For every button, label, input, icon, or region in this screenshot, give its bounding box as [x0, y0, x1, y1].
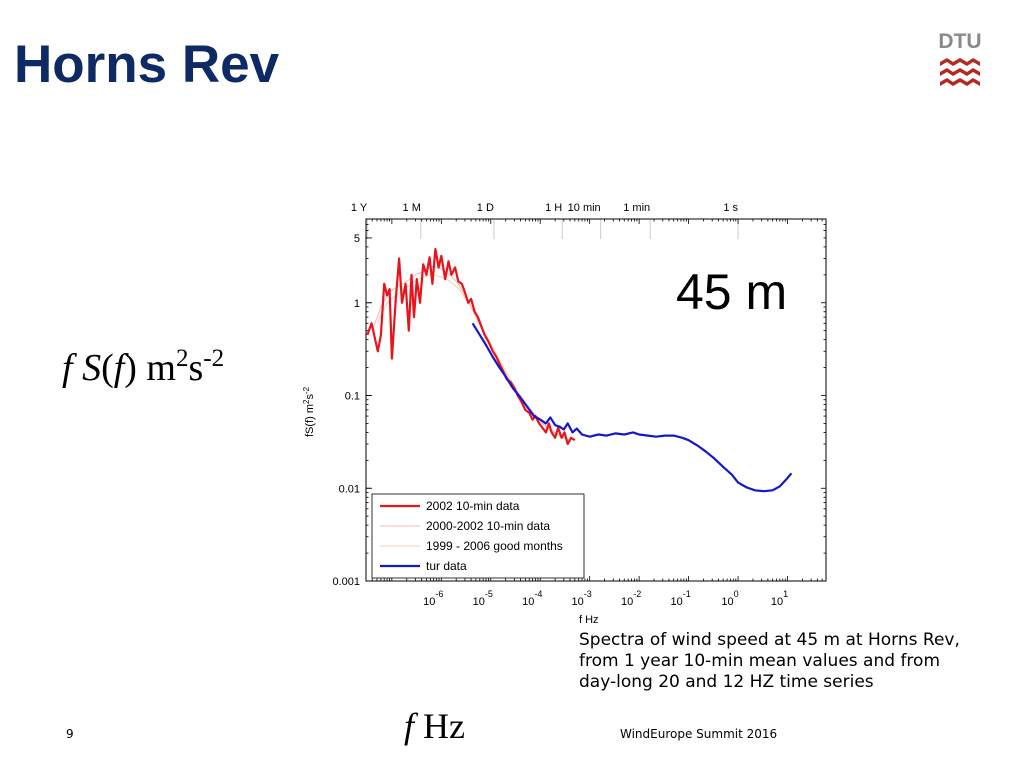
- x-tick-label: 10-2: [621, 589, 641, 608]
- top-tick-label: 1 D: [477, 202, 494, 214]
- x-tick-base: 10: [473, 596, 485, 608]
- x-tick-exponent: -6: [435, 589, 443, 599]
- y-axis-label-mid: s: [304, 394, 316, 400]
- caption-line: Spectra of wind speed at 45 m at Horns R…: [579, 630, 960, 650]
- y-tick-label: 1: [354, 298, 360, 310]
- chart-annotation: 45 m: [676, 264, 787, 320]
- y-axis-label: fS(f) m2s-2: [302, 386, 316, 437]
- frequency-label-f: f: [404, 706, 415, 746]
- x-tick-base: 10: [670, 596, 682, 608]
- y-tick-label: 5: [354, 233, 360, 245]
- x-tick-label: 10-5: [473, 589, 493, 608]
- x-tick-label: 101: [771, 589, 788, 608]
- side-label-unit-s: s: [188, 347, 204, 389]
- x-tick-base: 10: [771, 596, 783, 608]
- side-label-f1: f: [62, 347, 73, 389]
- top-tick-label: 10 min: [568, 202, 601, 214]
- x-tick-exponent: -1: [683, 589, 691, 599]
- caption-line: day-long 20 and 12 HZ time series: [579, 672, 874, 692]
- y-axis-label-base: fS(f) m: [304, 404, 316, 437]
- series-line-0: [366, 247, 576, 446]
- top-tick-label: 1 s: [723, 202, 738, 214]
- legend-entry: 2002 10-min data: [426, 499, 520, 513]
- dtu-logo-text: DTU: [938, 30, 982, 53]
- top-tick-label: 1 Y: [351, 202, 368, 214]
- x-tick-exponent: -4: [534, 589, 542, 599]
- side-label-unit-m: ) m: [124, 347, 176, 389]
- legend-entry: 2000-2002 10-min data: [426, 519, 550, 533]
- x-tick-exponent: 0: [734, 589, 739, 599]
- frequency-label-hz: Hz: [414, 706, 465, 746]
- x-tick-base: 10: [721, 596, 733, 608]
- top-tick-label: 1 H: [545, 202, 562, 214]
- side-label-f2: f: [113, 347, 125, 389]
- x-tick-label: 100: [721, 589, 738, 608]
- y-tick-label: 0.1: [345, 391, 360, 403]
- x-tick-exponent: -3: [584, 589, 592, 599]
- legend-entry: 1999 - 2006 good months: [426, 539, 563, 553]
- side-label-sup1: 2: [176, 345, 189, 372]
- x-tick-base: 10: [621, 596, 633, 608]
- y-tick-label: 0.01: [339, 483, 360, 495]
- x-tick-label: 10-3: [572, 589, 592, 608]
- legend-entry: tur data: [426, 559, 467, 573]
- x-axis-label: f Hz: [579, 614, 599, 626]
- legend-box: [371, 493, 585, 579]
- side-label-paren-open: (: [101, 347, 114, 389]
- x-tick-base: 10: [522, 596, 534, 608]
- caption-line: from 1 year 10-min mean values and from: [579, 651, 941, 671]
- spectrum-side-label: f S(f) m2s-2: [62, 346, 224, 387]
- x-tick-base: 10: [572, 596, 584, 608]
- top-tick-label: 1 min: [623, 202, 650, 214]
- x-tick-label: 10-6: [423, 589, 443, 608]
- side-label-sup2: -2: [203, 345, 225, 372]
- side-label-s: S: [82, 347, 102, 389]
- footer-event: WindEurope Summit 2016: [620, 727, 778, 741]
- page-number: 9: [66, 727, 74, 741]
- x-tick-exponent: -5: [485, 589, 493, 599]
- y-tick-label: 0.001: [332, 576, 360, 588]
- caption: Spectra of wind speed at 45 m at Horns R…: [579, 630, 999, 693]
- x-tick-exponent: -2: [633, 589, 641, 599]
- frequency-label: f Hz: [404, 708, 465, 744]
- y-axis-label-sup1: 2: [302, 399, 311, 404]
- series-line-3: [471, 322, 793, 493]
- x-tick-exponent: 1: [783, 589, 788, 599]
- slide-title: Horns Rev: [14, 35, 280, 94]
- dtu-logo: DTU: [938, 30, 982, 92]
- top-tick-label: 1 M: [403, 202, 421, 214]
- y-axis-label-sup2: -2: [302, 386, 311, 394]
- x-tick-label: 10-4: [522, 589, 542, 608]
- x-tick-label: 10-1: [670, 589, 690, 608]
- dtu-logo-mark-icon: [940, 58, 980, 86]
- x-tick-base: 10: [423, 596, 435, 608]
